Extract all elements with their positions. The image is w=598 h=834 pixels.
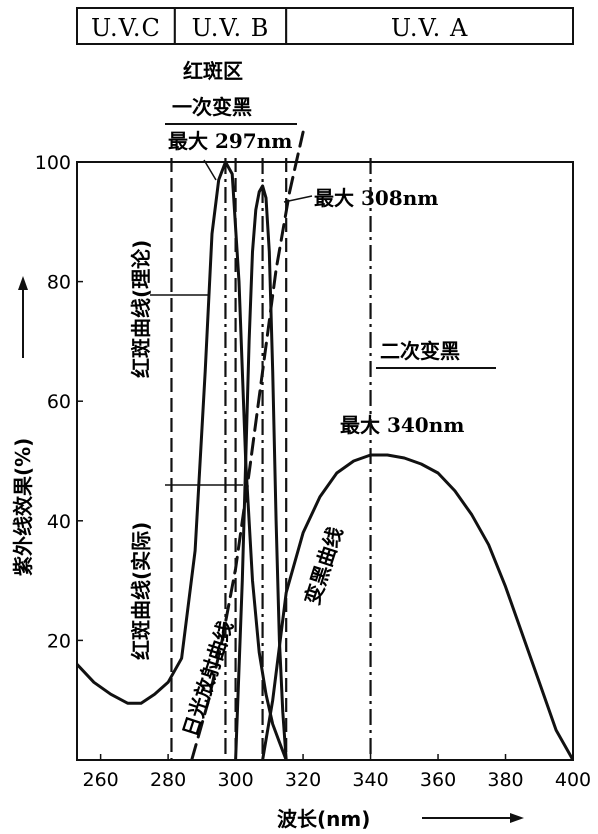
band-box-2	[285, 7, 574, 45]
erythema-actual-label: 红斑曲线(实际)	[129, 522, 153, 660]
sunlight-curve-label: 日光放射曲线	[178, 618, 238, 740]
reference-lines	[170, 158, 372, 760]
series-line-0	[77, 160, 288, 760]
x-tick-label-300: 300	[217, 769, 253, 791]
secondary-tanning-label: 二次变黑	[380, 339, 460, 363]
band-label-1: U.V. B	[192, 14, 270, 42]
erythema-zone-label: 红斑区	[183, 59, 243, 83]
y-tick-label-20: 20	[47, 630, 71, 652]
max-297-label: 最大 297nm	[168, 129, 292, 153]
y-tick-label-40: 40	[47, 511, 71, 533]
y-ticks: 20 40 60 80 100	[35, 152, 83, 652]
primary-tanning-label: 一次变黑	[172, 95, 252, 119]
x-tick-label-260: 260	[82, 769, 118, 791]
series-line-2	[261, 453, 573, 760]
band-label-0: U.V.C	[91, 14, 161, 42]
x-tick-label-360: 360	[420, 769, 456, 791]
y-axis-arrowhead	[18, 276, 28, 290]
plot-frame	[76, 161, 574, 761]
band-label-2: U.V. A	[391, 14, 468, 42]
max-308-label: 最大 308nm	[314, 186, 438, 210]
y-tick-label-60: 60	[47, 391, 71, 413]
x-tick-label-320: 320	[285, 769, 321, 791]
max-340-label: 最大 340nm	[340, 413, 464, 437]
y-tick-label-100: 100	[35, 152, 71, 174]
x-tick-label-380: 380	[487, 769, 523, 791]
band-box-1	[173, 7, 288, 45]
series-line-1	[234, 184, 288, 760]
x-tick-label-340: 340	[352, 769, 388, 791]
series-group	[77, 130, 573, 760]
erythema-theory-label: 红斑曲线(理论)	[129, 240, 153, 378]
x-axis-title: 波长(nm)	[277, 807, 370, 831]
series-line-3	[190, 130, 305, 760]
x-axis-arrowhead	[510, 813, 524, 823]
tanning-curve-label: 变黑曲线	[300, 524, 348, 608]
max-308-leader	[283, 195, 313, 203]
uv-band-bar: U.V.C U.V. B U.V. A	[76, 7, 574, 45]
y-axis-title: 紫外线效果(%)	[11, 438, 35, 576]
max-297-leader	[203, 159, 217, 181]
x-tick-label-280: 280	[150, 769, 186, 791]
x-ticks: 260 280 300 320 340 360 380 400	[82, 754, 591, 791]
band-box-0	[76, 7, 176, 45]
x-tick-label-400: 400	[555, 769, 591, 791]
y-tick-label-80: 80	[47, 272, 71, 294]
